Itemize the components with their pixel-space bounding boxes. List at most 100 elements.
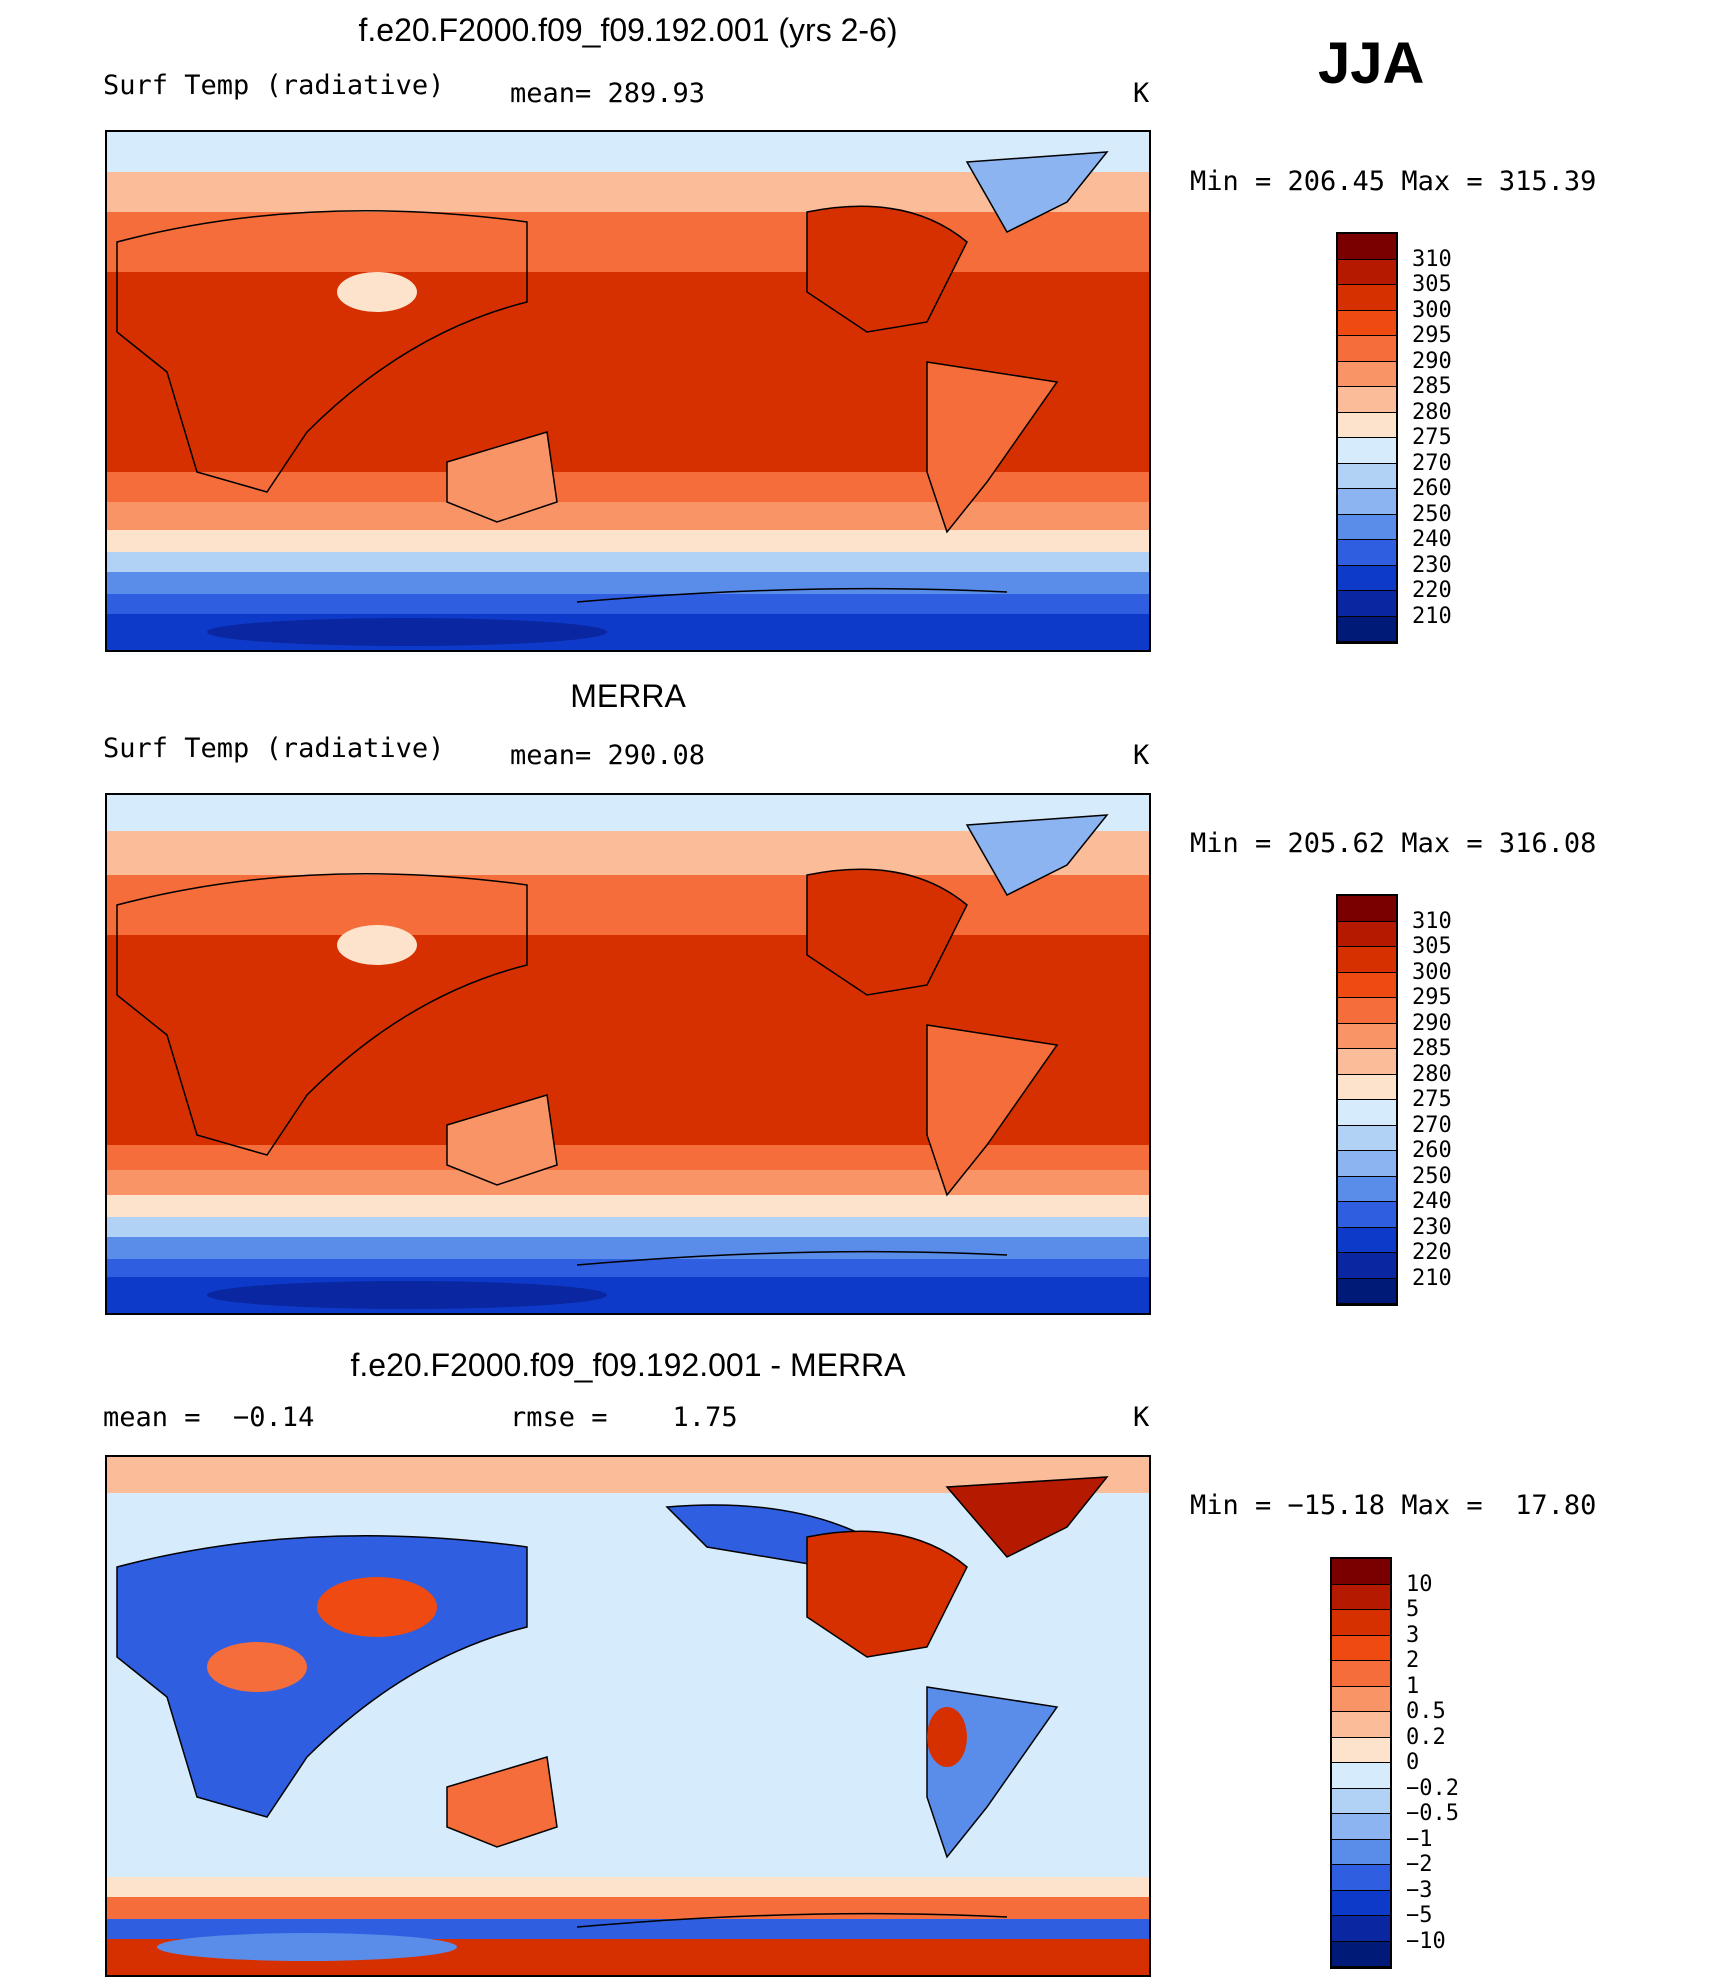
- colorbar-tick-label: −1: [1406, 1826, 1433, 1852]
- colorbar-tick-label: 0.5: [1406, 1699, 1446, 1724]
- units-label-obs: K: [1133, 740, 1150, 771]
- colorbar-swatch: [1338, 1100, 1396, 1126]
- colorbar-swatch: [1332, 1712, 1390, 1738]
- colorbar-swatch: [1332, 1865, 1390, 1891]
- colorbar-tick-label: 250: [1412, 1163, 1452, 1189]
- colorbar-swatch: [1338, 565, 1396, 591]
- colorbar-swatch: [1332, 1916, 1390, 1942]
- colorbar-swatch: [1338, 489, 1396, 515]
- colorbar-tick-label: 300: [1412, 297, 1452, 323]
- units-label-model: K: [1133, 78, 1150, 109]
- colorbar-tick-label: 305: [1412, 272, 1452, 297]
- colorbar-swatch: [1338, 972, 1396, 998]
- colorbar-tick-label: 295: [1412, 323, 1452, 348]
- colorbar-tick-label: 2: [1406, 1648, 1420, 1673]
- colorbar-tick-label: 260: [1412, 1138, 1452, 1163]
- colorbar-tick-label: 1: [1406, 1673, 1420, 1699]
- colorbar-swatch: [1338, 1049, 1396, 1075]
- colorbar-tick-label: 220: [1412, 1240, 1452, 1265]
- colorbar-swatch: [1338, 1176, 1396, 1202]
- colorbar-tick-label: −5: [1406, 1903, 1433, 1928]
- minmax-label-obs: Min = 205.62 Max = 316.08: [1190, 828, 1597, 859]
- colorbar-tick-label: 230: [1412, 1214, 1452, 1240]
- colorbar-swatch: [1332, 1686, 1390, 1712]
- colorbar-tick-label: 210: [1412, 603, 1452, 629]
- colorbar-tick-label: −10: [1406, 1928, 1446, 1954]
- colorbar-swatch: [1332, 1559, 1390, 1585]
- colorbar-swatch: [1338, 412, 1396, 438]
- colorbar-tick-label: 0.2: [1406, 1724, 1446, 1750]
- map-obs: [105, 793, 1151, 1315]
- colorbar-swatch: [1338, 616, 1396, 642]
- colorbar-tick-label: 285: [1412, 374, 1452, 399]
- minmax-label-diff: Min = −15.18 Max = 17.80: [1190, 1490, 1597, 1521]
- colorbar-tick-label: −3: [1406, 1877, 1433, 1903]
- colorbar-tick-label: 270: [1412, 450, 1452, 476]
- colorbar-tick-label: −0.2: [1406, 1775, 1459, 1801]
- panel-title-diff: f.e20.F2000.f09_f09.192.001 - MERRA: [350, 1347, 906, 1383]
- colorbar-swatch: [1332, 1584, 1390, 1610]
- colorbar-swatch: [1332, 1763, 1390, 1789]
- colorbar-tick-label: 210: [1412, 1265, 1452, 1291]
- colorbar-swatch: [1332, 1788, 1390, 1814]
- colorbar-swatch: [1338, 1253, 1396, 1279]
- colorbar-swatch: [1338, 438, 1396, 464]
- units-label-diff: K: [1133, 1402, 1150, 1433]
- panel-title-model: f.e20.F2000.f09_f09.192.001 (yrs 2-6): [358, 12, 898, 48]
- colorbar-tick-label: 240: [1412, 527, 1452, 552]
- map-model: [105, 130, 1151, 652]
- colorbar-tick-label: 5: [1406, 1597, 1420, 1622]
- colorbar-tick-label: 3: [1406, 1622, 1420, 1648]
- mean-label-model: mean= 289.93: [510, 78, 706, 109]
- colorbar-swatch: [1338, 463, 1396, 489]
- colorbar-tick-label: 305: [1412, 934, 1452, 959]
- colorbar-swatch: [1338, 591, 1396, 617]
- colorbar-tick-label: 280: [1412, 399, 1452, 425]
- colorbar-tick-label: 275: [1412, 425, 1452, 450]
- minmax-label-model: Min = 206.45 Max = 315.39: [1190, 166, 1597, 197]
- colorbar-swatch: [1338, 1151, 1396, 1177]
- colorbar-swatch: [1338, 336, 1396, 362]
- colorbar-swatch: [1332, 1737, 1390, 1763]
- colorbar-tick-label: 230: [1412, 552, 1452, 578]
- colorbar-tick-label: −0.5: [1406, 1801, 1459, 1826]
- colorbar-swatch: [1338, 361, 1396, 387]
- colorbar-swatch: [1338, 1023, 1396, 1049]
- colorbar-tick-label: 260: [1412, 476, 1452, 501]
- colorbar-swatch: [1338, 1202, 1396, 1228]
- rmse-label-diff: rmse = 1.75: [510, 1402, 738, 1433]
- colorbar-swatch: [1338, 1227, 1396, 1253]
- colorbar-swatch: [1338, 947, 1396, 973]
- colorbar-tick-label: −2: [1406, 1852, 1433, 1877]
- colorbar-swatch: [1338, 259, 1396, 285]
- colorbar-tick-label: 295: [1412, 985, 1452, 1010]
- colorbar-swatch: [1338, 896, 1396, 922]
- variable-label-model: Surf Temp (radiative): [103, 70, 445, 101]
- colorbar-model: [1336, 232, 1398, 644]
- colorbar-tick-label: 290: [1412, 1010, 1452, 1036]
- colorbar-tick-label: 310: [1412, 908, 1452, 934]
- colorbar-tick-label: 300: [1412, 959, 1452, 985]
- colorbar-obs: [1336, 894, 1398, 1306]
- colorbar-tick-label: 10: [1406, 1571, 1433, 1597]
- colorbar-swatch: [1332, 1890, 1390, 1916]
- colorbar-swatch: [1338, 1278, 1396, 1304]
- panel-title-obs: MERRA: [570, 678, 686, 714]
- colorbar-swatch: [1338, 387, 1396, 413]
- colorbar-swatch: [1332, 1941, 1390, 1967]
- colorbar-tick-label: 285: [1412, 1036, 1452, 1061]
- colorbar-swatch: [1338, 234, 1396, 260]
- map-diff: [105, 1455, 1151, 1977]
- colorbar-swatch: [1338, 998, 1396, 1024]
- colorbar-tick-label: 310: [1412, 246, 1452, 272]
- colorbar-swatch: [1338, 921, 1396, 947]
- mean-label-diff: mean = −0.14: [103, 1402, 315, 1433]
- colorbar-swatch: [1338, 285, 1396, 311]
- variable-label-obs: Surf Temp (radiative): [103, 733, 445, 764]
- colorbar-tick-label: 240: [1412, 1189, 1452, 1214]
- colorbar-swatch: [1338, 540, 1396, 566]
- colorbar-diff: [1330, 1557, 1392, 1969]
- colorbar-swatch: [1332, 1635, 1390, 1661]
- colorbar-swatch: [1332, 1839, 1390, 1865]
- colorbar-swatch: [1338, 1074, 1396, 1100]
